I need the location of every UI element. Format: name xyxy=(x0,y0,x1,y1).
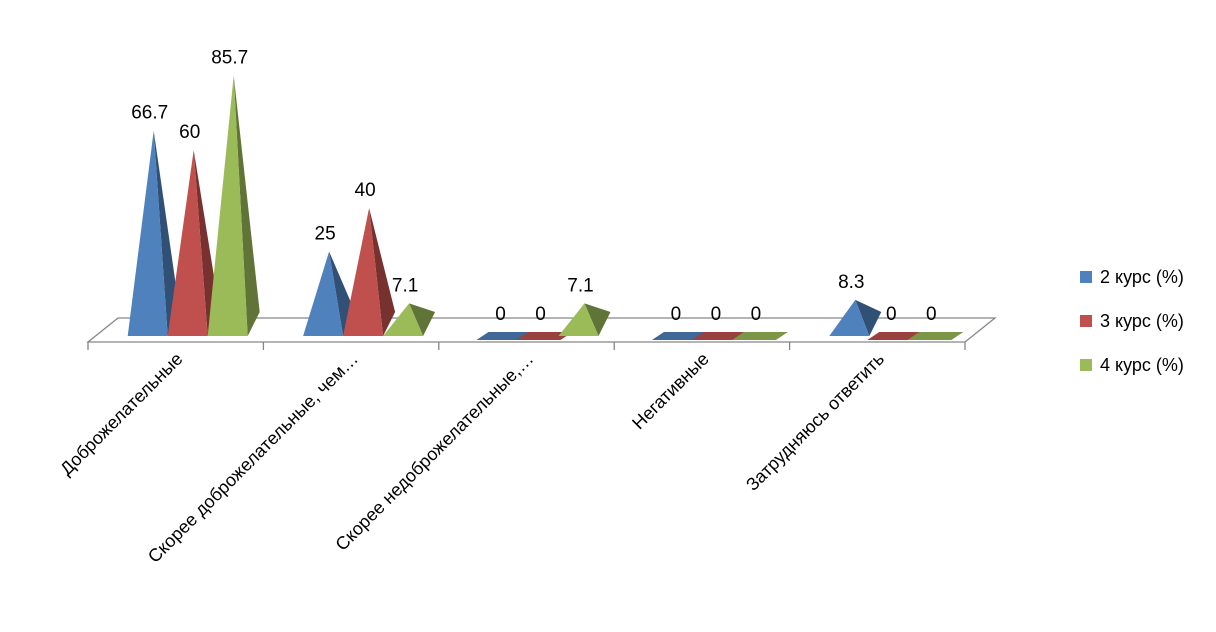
floor-plane xyxy=(86,317,997,343)
data-label: 66.7 xyxy=(131,103,168,124)
data-label: 40 xyxy=(355,180,376,201)
category-label: Скорее недоброжелательные,… xyxy=(331,349,537,555)
category-label: Скорее доброжелательные, чем… xyxy=(144,349,362,567)
pyramid-flat-base xyxy=(516,332,573,340)
pyramid-front-face xyxy=(343,208,384,336)
pyramid-bar xyxy=(476,332,533,340)
pyramid-side-face xyxy=(369,208,396,336)
pyramid-front-face xyxy=(383,303,424,336)
pyramid-flat-base xyxy=(476,332,533,340)
pyramid-flat-base xyxy=(867,332,924,340)
pyramid-front-face xyxy=(167,150,208,336)
chart-legend: 2 курс (%) 3 курс (%) 4 курс (%) xyxy=(1080,264,1184,396)
category-label: Затрудняюсь ответить xyxy=(742,349,888,495)
pyramid-flat-base xyxy=(651,332,708,340)
chart-data-labels: 66.7 60 85.7 25 40 7.1 0 0 7.1 0 0 0 8.3 0 0 xyxy=(131,47,936,325)
legend-item: 3 курс (%) xyxy=(1080,308,1184,334)
data-label: 7.1 xyxy=(392,275,418,296)
legend-label: 3 курс (%) xyxy=(1100,310,1184,331)
data-label: 0 xyxy=(926,304,937,325)
data-label: 0 xyxy=(751,304,762,325)
data-label: 0 xyxy=(671,304,682,325)
chart-floor xyxy=(86,317,997,350)
data-label: 0 xyxy=(535,304,546,325)
chart-marks xyxy=(127,75,964,340)
legend-label: 2 курс (%) xyxy=(1100,266,1184,287)
pyramid-side-face xyxy=(409,303,436,336)
pyramid-flat-base xyxy=(691,332,748,340)
pyramid-bar xyxy=(558,303,611,336)
pyramid-front-face xyxy=(127,130,168,336)
legend-item: 2 курс (%) xyxy=(1080,264,1184,290)
pyramid-bar xyxy=(867,332,924,340)
pyramid-side-face xyxy=(153,130,180,336)
data-label: 25 xyxy=(315,224,336,245)
pyramid-bar xyxy=(343,208,396,336)
pyramid-bar xyxy=(516,332,573,340)
pyramid-front-face xyxy=(303,251,344,336)
pyramid-side-face xyxy=(233,75,260,336)
data-label: 8.3 xyxy=(838,272,864,293)
legend-swatch-4-kurs xyxy=(1080,359,1092,371)
category-label: Негативные xyxy=(628,349,713,434)
pyramid-side-face xyxy=(855,299,882,336)
pyramid-flat-base xyxy=(731,332,788,340)
pyramid-bar xyxy=(127,130,180,336)
pyramid-side-face xyxy=(584,303,611,336)
data-label: 0 xyxy=(711,304,722,325)
pyramid-bar xyxy=(691,332,748,340)
pyramid-front-face xyxy=(558,303,599,336)
pyramid-bar xyxy=(731,332,788,340)
category-label: Доброжелательные xyxy=(56,349,186,479)
data-label: 0 xyxy=(495,304,506,325)
pyramid-bar xyxy=(383,303,436,336)
legend-label: 4 курс (%) xyxy=(1100,354,1184,375)
pyramid-front-face xyxy=(207,75,248,336)
pyramid-front-face xyxy=(829,299,870,336)
data-label: 60 xyxy=(179,122,200,143)
legend-item: 4 курс (%) xyxy=(1080,352,1184,378)
legend-swatch-3-kurs xyxy=(1080,315,1092,327)
pyramid-bar xyxy=(829,299,882,336)
pyramid-bar xyxy=(651,332,708,340)
legend-swatch-2-kurs xyxy=(1080,271,1092,283)
pyramid-bar xyxy=(207,75,260,336)
pyramid-flat-base xyxy=(907,332,964,340)
pyramid-bar xyxy=(907,332,964,340)
data-label: 0 xyxy=(886,304,897,325)
data-label: 7.1 xyxy=(567,275,593,296)
data-label: 85.7 xyxy=(211,47,248,68)
